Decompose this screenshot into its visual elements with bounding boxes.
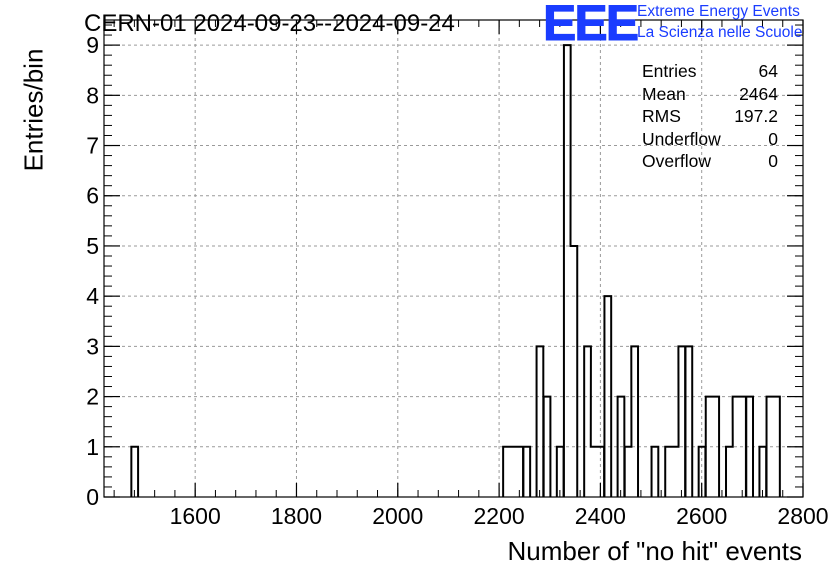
x-tick-label: 2200 xyxy=(474,503,525,529)
stat-value: 2464 xyxy=(739,83,778,104)
stat-label: Overflow xyxy=(642,151,712,172)
stat-value: 0 xyxy=(768,151,778,172)
histogram-bin xyxy=(571,246,578,497)
y-tick-label: 9 xyxy=(86,32,99,58)
y-tick-label: 2 xyxy=(86,384,99,410)
histogram-bin xyxy=(523,447,530,497)
y-tick-label: 8 xyxy=(86,82,99,108)
chart-title: CERN-01 2024-09-23--2024-09-24 xyxy=(84,10,455,37)
stat-label: Entries xyxy=(642,61,697,81)
x-tick-label: 2800 xyxy=(777,503,828,529)
histogram-outline xyxy=(130,44,781,497)
stat-row-entries: Entries 64 xyxy=(642,60,778,83)
histogram-bin xyxy=(516,447,523,497)
histogram-bin xyxy=(726,447,733,497)
histogram-bin xyxy=(591,447,598,497)
y-tick-label: 5 xyxy=(86,233,99,259)
stats-box: Entries 64 Mean 2464 RMS 197.2 Underflow… xyxy=(642,60,778,173)
stat-row-rms: RMS 197.2 xyxy=(642,105,778,128)
histogram-bin xyxy=(510,447,517,497)
histogram-bin xyxy=(557,447,564,497)
stat-label: Mean xyxy=(642,83,686,104)
stat-row-overflow: Overflow 0 xyxy=(642,150,778,173)
plot-frame xyxy=(103,19,804,498)
y-tick-label: 3 xyxy=(86,333,99,359)
stat-row-mean: Mean 2464 xyxy=(642,83,778,106)
x-tick-label: 1800 xyxy=(271,503,322,529)
histogram-bin xyxy=(537,346,544,497)
stat-value: 0 xyxy=(768,128,778,149)
histogram-bin xyxy=(131,447,138,497)
x-tick-label: 2000 xyxy=(372,503,423,529)
y-tick-label: 1 xyxy=(86,434,99,460)
x-tick-label: 2400 xyxy=(575,503,626,529)
histogram-bin xyxy=(759,447,766,497)
stat-row-underflow: Underflow 0 xyxy=(642,128,778,151)
histogram-bin xyxy=(625,447,632,497)
histogram-bin xyxy=(652,447,659,497)
histogram-bin xyxy=(665,447,672,497)
stat-value: 64 xyxy=(758,61,778,81)
x-tick-label: 2600 xyxy=(676,503,727,529)
y-tick-label: 4 xyxy=(86,283,99,309)
logo-line-2: La Scienza nelle Scuole xyxy=(637,24,803,41)
x-tick-label: 1600 xyxy=(170,503,221,529)
histogram-bin xyxy=(503,447,510,497)
x-axis-label: Number of "no hit" events xyxy=(507,536,803,566)
y-tick-label: 7 xyxy=(86,133,99,159)
logo-line-1: Extreme Energy Events xyxy=(637,3,800,20)
stat-label: RMS xyxy=(642,106,681,127)
y-tick-label: 6 xyxy=(86,183,99,209)
y-axis-label: Entries/bin xyxy=(18,48,49,172)
stat-value: 197.2 xyxy=(734,106,778,127)
stat-label: Underflow xyxy=(642,128,721,149)
histogram-bin xyxy=(672,447,679,497)
histogram-bin xyxy=(685,346,692,497)
y-tick-label: 0 xyxy=(86,484,99,510)
eee-logo: EEE xyxy=(542,0,639,51)
